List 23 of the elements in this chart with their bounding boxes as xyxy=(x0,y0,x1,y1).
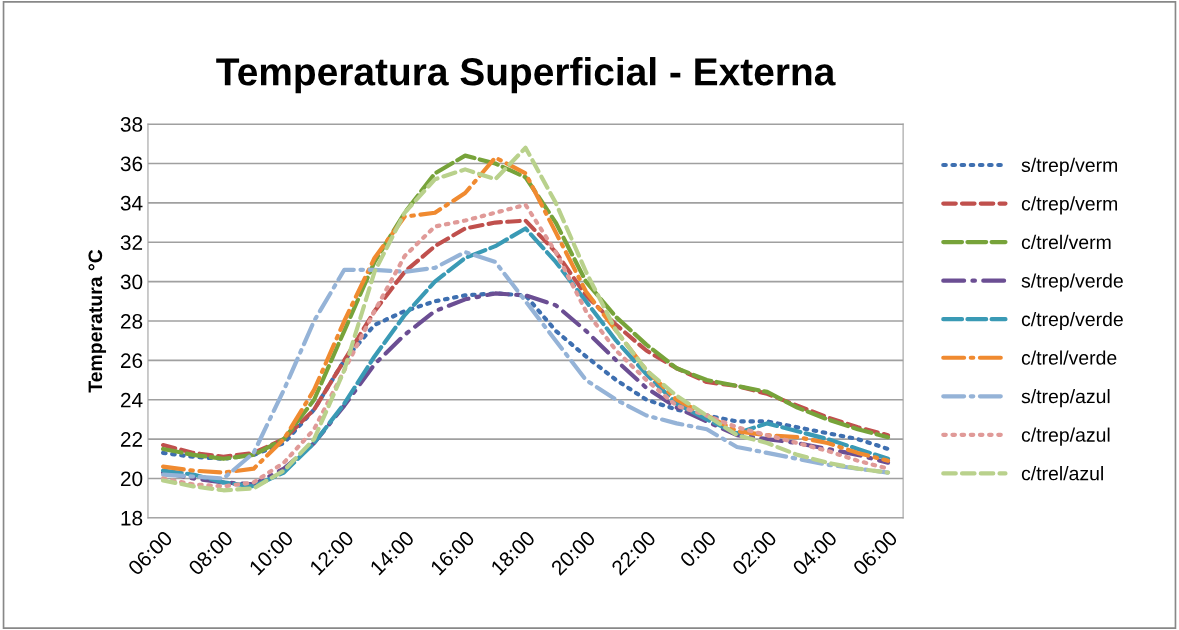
y-tick-label: 26 xyxy=(120,353,143,369)
y-tick-label: 38 xyxy=(120,117,143,132)
y-tick-label: 30 xyxy=(120,274,143,290)
y-tick-label: 20 xyxy=(120,471,143,487)
legend-label: s/trep/verm xyxy=(1021,157,1117,176)
y-tick-label: 32 xyxy=(120,235,143,250)
y-tick-label: 28 xyxy=(120,313,143,329)
y-tick-label: 22 xyxy=(120,432,143,447)
chart-title: Temperatura Superficial - Externa xyxy=(216,57,836,94)
legend-label: c/trep/verde xyxy=(1021,311,1123,331)
legend-label: c/trep/verm xyxy=(1021,196,1117,215)
y-tick-label: 34 xyxy=(120,195,143,211)
x-tick-label: 0:00 xyxy=(679,529,718,568)
legend-label: s/trep/verde xyxy=(1021,273,1123,292)
legend-label: s/trep/azul xyxy=(1021,389,1110,408)
legend-label: c/trel/verm xyxy=(1021,234,1111,250)
legend-label: c/trep/azul xyxy=(1021,427,1110,446)
y-tick-label: 24 xyxy=(120,392,143,408)
y-tick-label: 18 xyxy=(121,510,143,526)
legend-label: c/trel/verde xyxy=(1021,350,1117,365)
y-axis-title: Temperatura °C xyxy=(88,249,107,393)
y-tick-label: 36 xyxy=(120,156,143,172)
legend-label: c/trel/azul xyxy=(1021,466,1103,481)
